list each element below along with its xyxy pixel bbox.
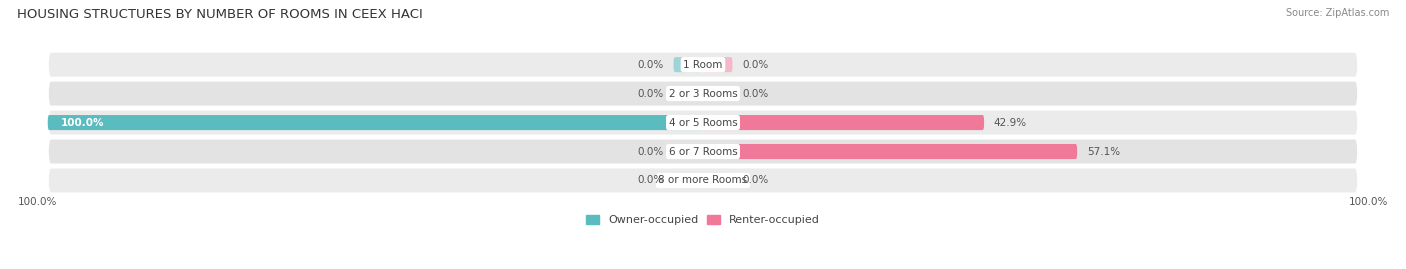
Legend: Owner-occupied, Renter-occupied: Owner-occupied, Renter-occupied — [586, 215, 820, 225]
Text: 4 or 5 Rooms: 4 or 5 Rooms — [669, 118, 737, 128]
FancyBboxPatch shape — [48, 167, 1358, 193]
Text: 0.0%: 0.0% — [637, 89, 664, 99]
Text: 100.0%: 100.0% — [60, 118, 104, 128]
Text: 100.0%: 100.0% — [1348, 197, 1388, 207]
Text: 42.9%: 42.9% — [994, 118, 1026, 128]
FancyBboxPatch shape — [703, 115, 984, 130]
Text: 0.0%: 0.0% — [742, 60, 769, 70]
FancyBboxPatch shape — [48, 81, 1358, 107]
Text: 1 Room: 1 Room — [683, 60, 723, 70]
Text: 57.1%: 57.1% — [1087, 147, 1121, 157]
Text: 2 or 3 Rooms: 2 or 3 Rooms — [669, 89, 737, 99]
FancyBboxPatch shape — [48, 115, 703, 130]
Text: 0.0%: 0.0% — [637, 175, 664, 185]
Text: 100.0%: 100.0% — [18, 197, 58, 207]
FancyBboxPatch shape — [673, 173, 703, 188]
FancyBboxPatch shape — [673, 86, 703, 101]
Text: Source: ZipAtlas.com: Source: ZipAtlas.com — [1285, 8, 1389, 18]
FancyBboxPatch shape — [703, 173, 733, 188]
Text: 0.0%: 0.0% — [742, 175, 769, 185]
FancyBboxPatch shape — [673, 144, 703, 159]
FancyBboxPatch shape — [703, 86, 733, 101]
Text: 0.0%: 0.0% — [637, 147, 664, 157]
Text: 6 or 7 Rooms: 6 or 7 Rooms — [669, 147, 737, 157]
Text: HOUSING STRUCTURES BY NUMBER OF ROOMS IN CEEX HACI: HOUSING STRUCTURES BY NUMBER OF ROOMS IN… — [17, 8, 423, 21]
Text: 0.0%: 0.0% — [742, 89, 769, 99]
FancyBboxPatch shape — [48, 52, 1358, 78]
FancyBboxPatch shape — [48, 139, 1358, 165]
Text: 0.0%: 0.0% — [637, 60, 664, 70]
FancyBboxPatch shape — [703, 57, 733, 72]
FancyBboxPatch shape — [48, 109, 1358, 136]
Text: 8 or more Rooms: 8 or more Rooms — [658, 175, 748, 185]
FancyBboxPatch shape — [703, 144, 1077, 159]
FancyBboxPatch shape — [673, 57, 703, 72]
